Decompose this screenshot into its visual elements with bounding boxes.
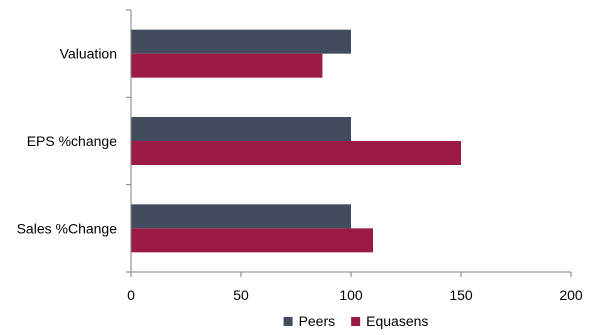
- x-tick-labels: 0 50 100 150 200: [127, 287, 583, 303]
- category-label: EPS %change: [27, 133, 117, 149]
- x-tick-label: 150: [449, 287, 473, 303]
- x-tick-label: 100: [339, 287, 363, 303]
- bar-equasens-valuation: [131, 53, 323, 78]
- category-labels: Valuation EPS %change Sales %Change: [17, 46, 118, 237]
- legend-label-peers: Peers: [299, 313, 336, 329]
- category-label: Valuation: [60, 46, 117, 62]
- legend: Peers Equasens: [283, 313, 428, 329]
- bar-equasens-eps-change: [131, 141, 461, 165]
- axes-group: [126, 9, 572, 277]
- x-tick-label: 0: [127, 287, 135, 303]
- bar-peers-valuation: [131, 29, 351, 54]
- legend-swatch-equasens: [351, 317, 361, 326]
- category-label: Sales %Change: [17, 220, 118, 236]
- bar-peers-sales-change: [131, 204, 351, 229]
- legend-swatch-peers: [283, 317, 293, 326]
- bars-group: [131, 29, 461, 253]
- bar-peers-eps-change: [131, 117, 351, 141]
- bar-equasens-sales-change: [131, 228, 373, 253]
- x-tick-label: 200: [559, 287, 583, 303]
- legend-label-equasens: Equasens: [366, 313, 428, 329]
- x-tick-label: 50: [233, 287, 249, 303]
